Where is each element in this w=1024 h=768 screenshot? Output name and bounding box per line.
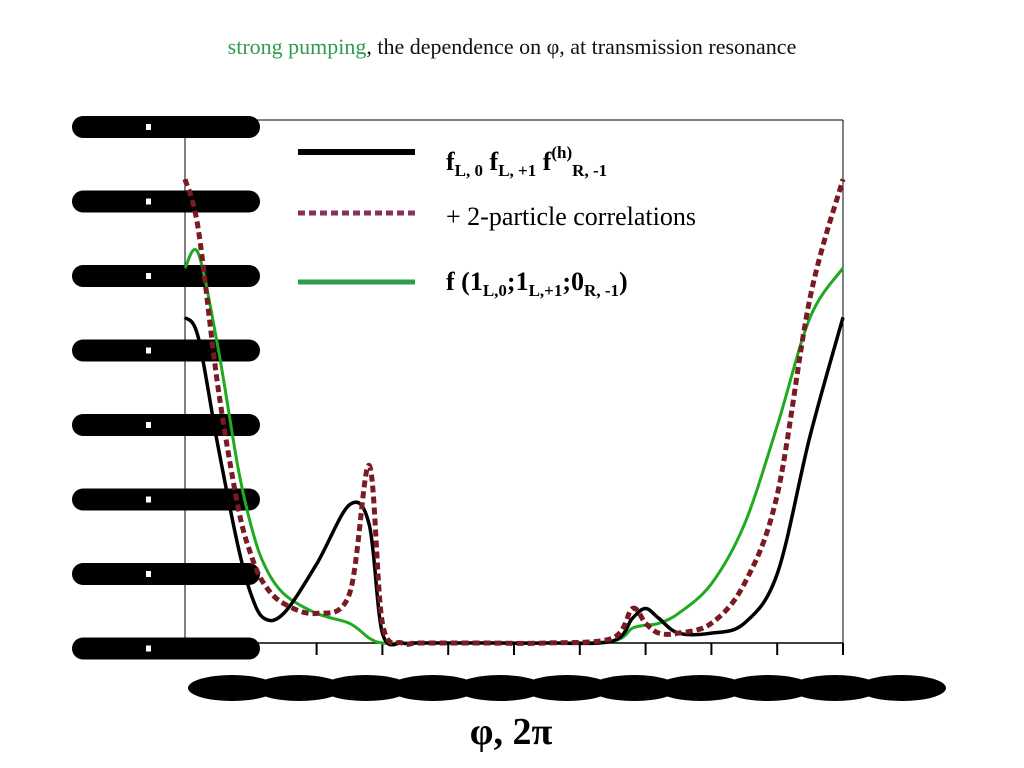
- x-tick-label: [188, 675, 276, 701]
- x-tick-label: [858, 675, 946, 701]
- y-tick-label: [72, 637, 260, 660]
- y-tick-label-dot: [146, 571, 151, 577]
- x-tick-label: [456, 675, 544, 701]
- y-tick-label: [72, 488, 260, 511]
- legend-label-3: f (1L,0;1L,+1;0R, -1): [446, 267, 628, 300]
- x-tick-label: [523, 675, 611, 701]
- x-tick-label: [724, 675, 812, 701]
- title-highlight: strong pumping: [227, 34, 367, 59]
- y-tick-label-dot: [146, 645, 151, 652]
- y-tick-label-dot: [146, 124, 151, 130]
- x-tick-labels: [188, 675, 946, 701]
- series-lines: [182, 178, 846, 647]
- series-line-1: [183, 316, 845, 647]
- x-tick-marks: [184, 643, 844, 655]
- y-tick-label-dot: [146, 496, 151, 503]
- y-tick-label-dot: [146, 347, 151, 354]
- y-tick-label-dot: [146, 422, 151, 428]
- y-tick-label-dot: [146, 273, 151, 279]
- series-line-2: [182, 178, 846, 647]
- x-tick-label: [322, 675, 410, 701]
- x-tick-label: [657, 675, 745, 701]
- y-tick-label-dot: [146, 198, 151, 205]
- legend-label-2: + 2-particle correlations: [446, 202, 696, 231]
- y-tick-label: [72, 190, 260, 213]
- y-tick-label: [72, 563, 260, 585]
- x-axis-label: φ, 2π: [470, 711, 553, 753]
- x-tick-label: [255, 675, 343, 701]
- y-tick-labels: [72, 116, 260, 660]
- title-rest: , the dependence on φ, at transmission r…: [366, 34, 797, 59]
- legend-label-1: fL, 0 fL, +1 f(h)R, -1: [446, 143, 607, 180]
- x-tick-label: [791, 675, 879, 701]
- y-tick-label: [72, 339, 260, 362]
- y-tick-label: [72, 265, 260, 287]
- chart-title: strong pumping, the dependence on φ, at …: [0, 34, 1024, 60]
- y-tick-label: [72, 116, 260, 138]
- legend: fL, 0 fL, +1 f(h)R, -1 + 2-particle corr…: [298, 143, 696, 300]
- x-tick-label: [389, 675, 477, 701]
- x-tick-label: [590, 675, 678, 701]
